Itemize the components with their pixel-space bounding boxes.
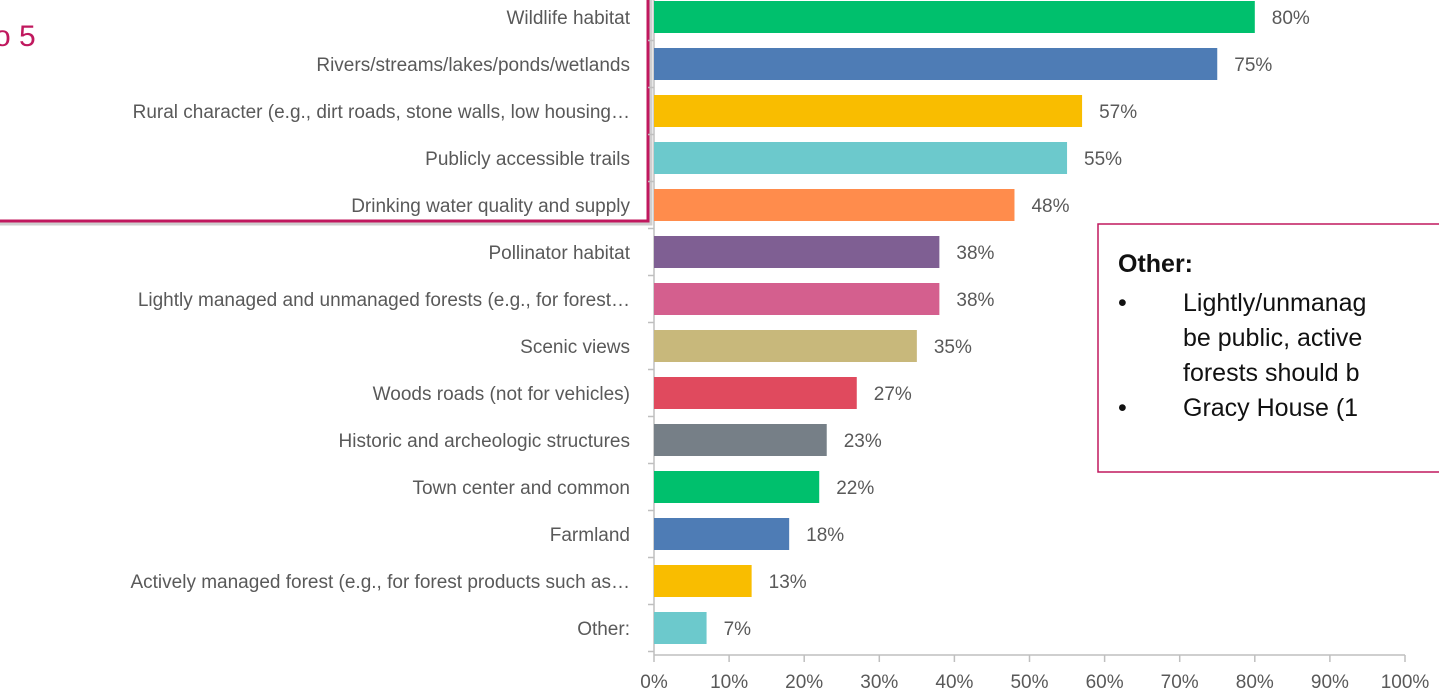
note-border (1097, 223, 1439, 473)
note-line: Gracy House (1 (1183, 394, 1358, 422)
top-box-shadow-border (0, 0, 653, 226)
tick-label: 0% (640, 672, 668, 690)
category-label: Woods roads (not for vehicles) (373, 384, 630, 405)
bar (654, 283, 940, 315)
note-line: be public, active (1183, 324, 1362, 352)
value-label: 23% (844, 431, 882, 452)
tick-label: 30% (860, 672, 898, 690)
top-box-label: o 5 (0, 20, 36, 53)
value-label: 80% (1272, 8, 1310, 29)
category-label: Rivers/streams/lakes/ponds/wetlands (316, 55, 630, 76)
value-label: 55% (1084, 149, 1122, 170)
category-label: Pollinator habitat (488, 243, 630, 264)
category-label: Historic and archeologic structures (339, 431, 630, 452)
top-box-border (0, 0, 650, 223)
top-five-highlight-box: o 5 (0, 0, 653, 226)
bar (654, 565, 752, 597)
category-labels: Wildlife habitat Rivers/streams/lakes/pon… (130, 8, 630, 640)
value-label: 75% (1234, 55, 1272, 76)
bar (654, 377, 857, 409)
value-label: 22% (836, 478, 874, 499)
category-label: Lightly managed and unmanaged forests (e… (138, 290, 630, 311)
bar (654, 424, 827, 456)
tick-label: 10% (710, 672, 748, 690)
note-bullet: • (1118, 394, 1127, 422)
bar (654, 236, 940, 268)
tick-label: 90% (1311, 672, 1349, 690)
value-labels: 80% 75% 57% 55% 48% 38% 38% 35% 27% 23% 22% 18% 13% 7… (724, 8, 1310, 640)
bar (654, 1, 1255, 33)
note-line: forests should b (1183, 359, 1360, 387)
bar (654, 95, 1083, 127)
note-bullet: • (1118, 289, 1127, 317)
other-responses-note: Other: • Lightly/unmanag be public, acti… (1097, 223, 1439, 473)
tick-label: 80% (1236, 672, 1274, 690)
note-title: Other: (1118, 250, 1193, 278)
bar (654, 330, 917, 362)
category-label: Scenic views (520, 337, 630, 358)
value-label: 18% (806, 525, 844, 546)
value-label: 27% (874, 384, 912, 405)
value-label: 48% (1031, 196, 1069, 217)
bar (654, 471, 820, 503)
bar (654, 612, 707, 644)
category-label: Farmland (550, 525, 630, 546)
value-label: 7% (724, 619, 752, 640)
value-label: 38% (956, 243, 994, 264)
value-label: 57% (1099, 102, 1137, 123)
tick-label: 70% (1161, 672, 1199, 690)
category-label: Publicly accessible trails (425, 149, 630, 170)
category-label: Actively managed forest (e.g., for fores… (130, 572, 630, 593)
bars-group (654, 1, 1255, 644)
tick-label: 40% (935, 672, 973, 690)
bar (654, 518, 790, 550)
bar (654, 189, 1015, 221)
category-label: Other: (577, 619, 630, 640)
category-label: Town center and common (412, 478, 630, 499)
value-label: 13% (769, 572, 807, 593)
value-label: 38% (956, 290, 994, 311)
bar (654, 142, 1068, 174)
tick-label: 20% (785, 672, 823, 690)
note-line: Lightly/unmanag (1183, 289, 1366, 317)
tick-label: 60% (1086, 672, 1124, 690)
category-label: Wildlife habitat (506, 8, 630, 29)
value-label: 35% (934, 337, 972, 358)
tick-label: 100% (1381, 672, 1430, 690)
bar (654, 48, 1218, 80)
category-label: Drinking water quality and supply (351, 196, 630, 217)
tick-label: 50% (1010, 672, 1048, 690)
category-label: Rural character (e.g., dirt roads, stone… (133, 102, 630, 123)
